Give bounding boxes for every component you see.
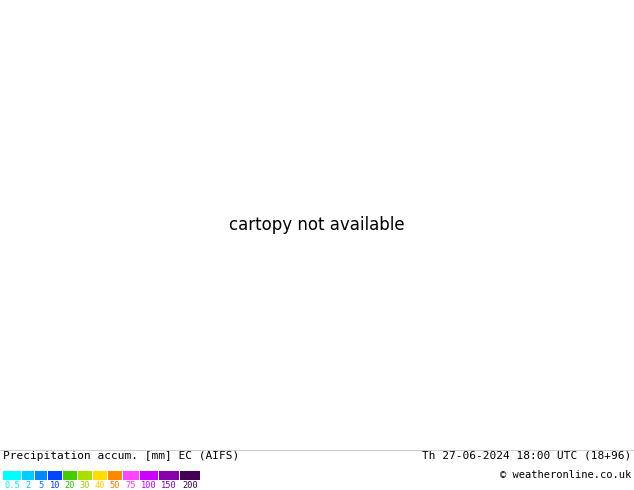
Text: 10: 10	[49, 481, 60, 490]
Text: 100: 100	[141, 481, 157, 490]
Bar	[123, 471, 139, 480]
Text: 50: 50	[110, 481, 120, 490]
Text: 200: 200	[182, 481, 198, 490]
Text: 5: 5	[39, 481, 44, 490]
Text: 150: 150	[161, 481, 177, 490]
Text: © weatheronline.co.uk: © weatheronline.co.uk	[500, 470, 631, 480]
Text: 40: 40	[94, 481, 105, 490]
Bar	[35, 471, 47, 480]
Bar	[3, 471, 21, 480]
Text: cartopy not available: cartopy not available	[229, 216, 405, 234]
Bar	[140, 471, 158, 480]
Text: Th 27-06-2024 18:00 UTC (18+96): Th 27-06-2024 18:00 UTC (18+96)	[422, 451, 631, 461]
Text: 75: 75	[126, 481, 136, 490]
Text: 20: 20	[65, 481, 75, 490]
Bar	[159, 471, 179, 480]
Text: 2: 2	[25, 481, 30, 490]
Bar	[22, 471, 34, 480]
Bar	[93, 471, 107, 480]
Bar	[48, 471, 62, 480]
Bar	[78, 471, 92, 480]
Bar	[180, 471, 200, 480]
Text: 0.5: 0.5	[4, 481, 20, 490]
Bar	[108, 471, 122, 480]
Text: Precipitation accum. [mm] EC (AIFS): Precipitation accum. [mm] EC (AIFS)	[3, 451, 239, 461]
Text: 30: 30	[80, 481, 90, 490]
Bar	[63, 471, 77, 480]
